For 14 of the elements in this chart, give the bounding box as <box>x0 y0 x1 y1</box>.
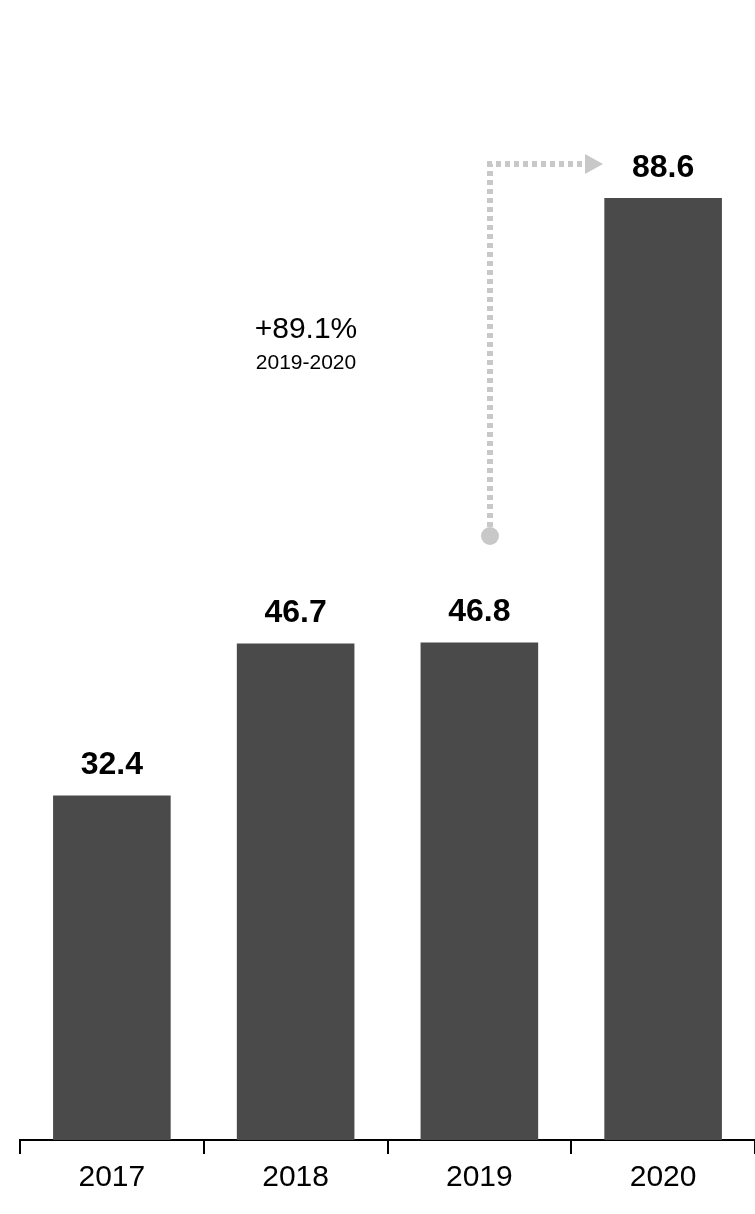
bar <box>604 198 722 1140</box>
data-label: 88.6 <box>631 147 695 184</box>
annotation: 2019-2020 <box>255 350 357 373</box>
data-label: 46.8 <box>448 592 511 629</box>
bar <box>420 642 539 1140</box>
x-tick-label: 2017 <box>78 1159 146 1193</box>
annotation: +89.1% <box>254 311 358 344</box>
data-label: 32.4 <box>80 745 144 782</box>
data-label: 46.7 <box>264 593 327 630</box>
x-tick-label: 2020 <box>629 1159 697 1193</box>
x-tick-label: 2019 <box>446 1159 513 1193</box>
bar <box>53 795 171 1140</box>
bar <box>236 643 355 1140</box>
x-tick-label: 2018 <box>262 1159 329 1193</box>
